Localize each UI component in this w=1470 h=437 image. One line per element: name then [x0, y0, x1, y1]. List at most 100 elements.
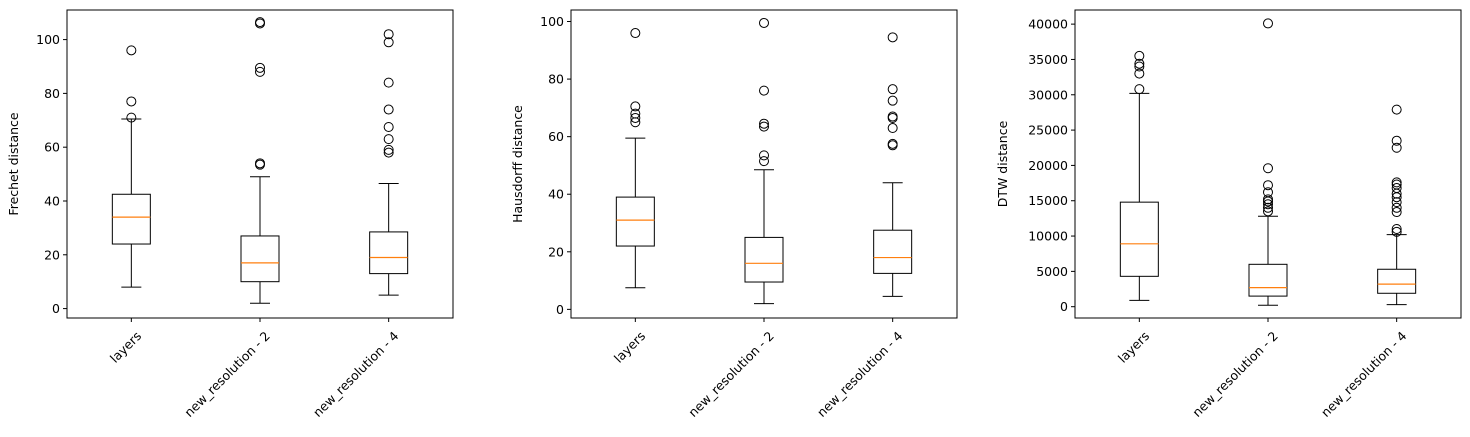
outlier-point: [1263, 199, 1273, 210]
boxplot-1: [744, 17, 784, 305]
y-tick-label: 100: [36, 32, 60, 47]
outlier-point: [126, 96, 137, 107]
x-tick-label: new_resolution - 4: [814, 328, 906, 420]
outlier-point: [1263, 187, 1273, 198]
x-tick-label: layers: [1115, 328, 1152, 365]
x-tick-label: layers: [611, 328, 648, 365]
subplot-dtw: 0 5000 10000 15000 20000 25000 30000 35000 40000…: [995, 9, 1462, 420]
outlier-point: [383, 29, 394, 40]
y-tick-label: 40: [44, 193, 60, 208]
outlier-point: [1263, 163, 1273, 174]
subplot-hausdorff: 0 20 40 60 80 100 Hausdorff distance layers new_…: [510, 9, 958, 420]
y-tick-label: 10000: [1028, 229, 1068, 244]
outlier-point: [759, 150, 769, 161]
outlier-point: [1391, 183, 1402, 194]
outlier-point: [1391, 223, 1402, 234]
outlier-point: [1391, 104, 1402, 115]
outlier-point: [1134, 84, 1145, 95]
outlier-point: [887, 95, 898, 106]
outlier-point: [255, 158, 265, 169]
y-tick-label: 0: [1060, 299, 1068, 314]
outlier-point: [1263, 206, 1273, 217]
boxplot-1: [1248, 18, 1288, 306]
outlier-point: [255, 17, 265, 28]
outlier-point: [1391, 135, 1402, 146]
outlier-point: [1263, 194, 1273, 205]
outlier-point: [630, 28, 641, 39]
outlier-point: [1263, 202, 1273, 213]
y-tick-label: 20: [548, 244, 564, 259]
x-tick-label: layers: [107, 328, 144, 365]
subplot-frechet: 0 20 40 60 80 100 Frechet distance layers new_re…: [6, 9, 454, 420]
outlier-point: [759, 85, 769, 96]
outlier-point: [887, 138, 898, 149]
x-tick-label: new_resolution - 2: [1189, 328, 1281, 420]
outlier-point: [255, 66, 265, 77]
iqr-box: [369, 231, 409, 275]
outlier-point: [759, 156, 769, 167]
outlier-point: [383, 134, 394, 145]
outlier-point: [630, 112, 641, 123]
iqr-box: [240, 235, 280, 283]
outlier-point: [1391, 142, 1402, 153]
outlier-point: [1263, 18, 1273, 29]
outlier-point: [1391, 197, 1402, 208]
outlier-point: [1134, 50, 1145, 61]
outlier-point: [630, 101, 641, 112]
outlier-point: [759, 118, 769, 129]
y-axis-label: Frechet distance: [6, 112, 21, 215]
iqr-box: [615, 196, 655, 247]
y-axis-label: Hausdorff distance: [510, 105, 525, 223]
y-axis-label: DTW distance: [995, 120, 1010, 207]
x-tick-label: new_resolution - 4: [310, 328, 402, 420]
outlier-point: [887, 84, 898, 95]
outlier-point: [383, 122, 394, 133]
outlier-point: [383, 37, 394, 48]
outlier-point: [759, 17, 769, 28]
outlier-point: [126, 112, 137, 123]
outlier-point: [1391, 202, 1402, 213]
boxplot-2: [1377, 104, 1417, 306]
boxplot-2: [873, 32, 913, 297]
iqr-box: [1248, 263, 1288, 297]
iqr-box: [111, 193, 151, 245]
y-tick-label: 40000: [1028, 17, 1068, 32]
outlier-point: [383, 147, 394, 158]
outlier-point: [383, 104, 394, 115]
y-tick-label: 40: [548, 187, 564, 202]
boxplot-1: [240, 17, 280, 304]
boxplot-0: [615, 28, 655, 289]
outlier-point: [1263, 180, 1273, 191]
outlier-point: [1391, 207, 1402, 218]
y-tick-label: 100: [540, 14, 564, 29]
outlier-point: [1391, 177, 1402, 188]
outlier-point: [887, 123, 898, 134]
outlier-point: [126, 45, 137, 56]
outlier-point: [383, 144, 394, 155]
iqr-box: [1377, 268, 1417, 294]
iqr-box: [744, 236, 784, 283]
x-tick-label: new_resolution - 4: [1318, 328, 1410, 420]
y-tick-label: 35000: [1028, 52, 1068, 67]
outlier-point: [887, 111, 898, 122]
outlier-point: [630, 108, 641, 119]
y-tick-label: 0: [52, 301, 60, 316]
axes-frame: [570, 9, 958, 319]
outlier-point: [255, 62, 265, 73]
axes-frame: [66, 9, 454, 319]
outlier-point: [1134, 61, 1145, 72]
x-tick-label: new_resolution - 2: [685, 328, 777, 420]
y-tick-label: 80: [548, 72, 564, 87]
y-tick-label: 60: [44, 140, 60, 155]
y-tick-label: 60: [548, 129, 564, 144]
outlier-point: [1391, 226, 1402, 237]
y-tick-label: 5000: [1036, 264, 1068, 279]
boxplot-0: [111, 45, 151, 288]
outlier-point: [887, 32, 898, 43]
x-tick-label: new_resolution - 2: [181, 328, 273, 420]
outlier-point: [759, 121, 769, 132]
boxplot-0: [1119, 50, 1159, 301]
y-tick-label: 20000: [1028, 158, 1068, 173]
y-tick-label: 20: [44, 247, 60, 262]
